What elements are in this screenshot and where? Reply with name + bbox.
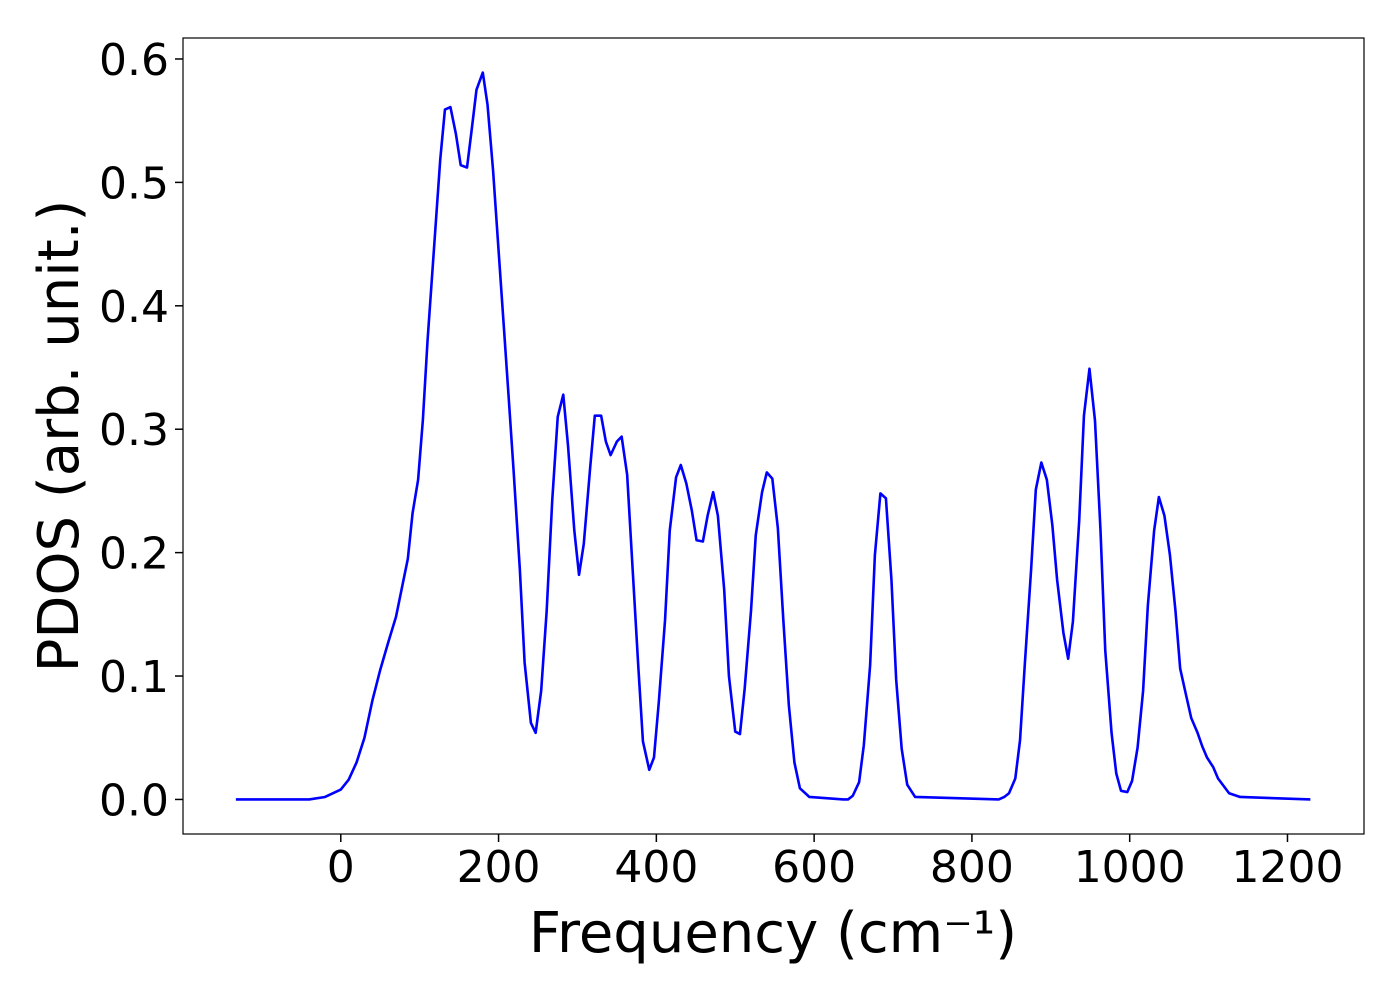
x-tick-label: 1000 [1074, 842, 1186, 893]
y-axis-label: PDOS (arb. unit.) [27, 200, 92, 673]
x-tick-label: 600 [772, 842, 856, 893]
y-tick-label: 0.0 [99, 775, 169, 826]
x-tick-label: 800 [930, 842, 1014, 893]
x-tick-label: 200 [457, 842, 541, 893]
y-tick-label: 0.6 [99, 35, 169, 86]
x-tick-label: 0 [327, 842, 355, 893]
y-tick-label: 0.1 [99, 652, 169, 703]
y-tick-label: 0.2 [99, 529, 169, 580]
x-tick-label: 400 [614, 842, 698, 893]
plot-frame [182, 37, 1365, 835]
y-tick-label: 0.4 [99, 282, 169, 333]
y-tick-label: 0.3 [99, 405, 169, 456]
x-axis-label: Frequency (cm⁻¹) [529, 901, 1017, 966]
line [235, 71, 1311, 801]
x-tick-label: 1200 [1231, 842, 1343, 893]
y-tick-label: 0.5 [99, 158, 169, 209]
